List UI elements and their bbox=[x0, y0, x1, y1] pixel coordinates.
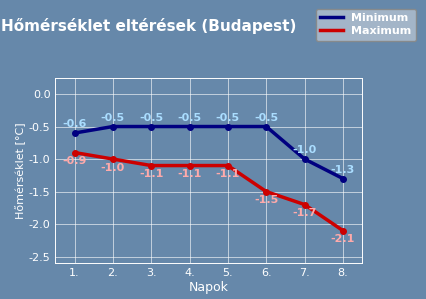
Text: -0.9: -0.9 bbox=[62, 156, 87, 167]
Y-axis label: Hőmérséklet [°C]: Hőmérséklet [°C] bbox=[15, 122, 26, 219]
Text: -0.5: -0.5 bbox=[139, 113, 163, 123]
Text: -0.5: -0.5 bbox=[101, 113, 125, 123]
Text: -1.5: -1.5 bbox=[254, 196, 278, 205]
Text: -1.1: -1.1 bbox=[216, 170, 240, 179]
Text: -0.5: -0.5 bbox=[178, 113, 201, 123]
Text: -2.1: -2.1 bbox=[331, 234, 355, 245]
Text: -1.0: -1.0 bbox=[101, 163, 125, 173]
Text: -1.3: -1.3 bbox=[331, 165, 355, 175]
Text: -1.7: -1.7 bbox=[292, 208, 317, 219]
Text: -1.1: -1.1 bbox=[139, 170, 164, 179]
Text: -0.5: -0.5 bbox=[216, 113, 240, 123]
X-axis label: Napok: Napok bbox=[189, 281, 229, 294]
Text: Hőmérséklet eltérések (Budapest): Hőmérséklet eltérések (Budapest) bbox=[1, 18, 297, 34]
Legend: Minimum, Maximum: Minimum, Maximum bbox=[316, 9, 416, 41]
Text: -1.1: -1.1 bbox=[177, 170, 202, 179]
Text: -0.5: -0.5 bbox=[254, 113, 278, 123]
Text: -0.6: -0.6 bbox=[62, 119, 87, 129]
Text: -1.0: -1.0 bbox=[293, 145, 317, 155]
